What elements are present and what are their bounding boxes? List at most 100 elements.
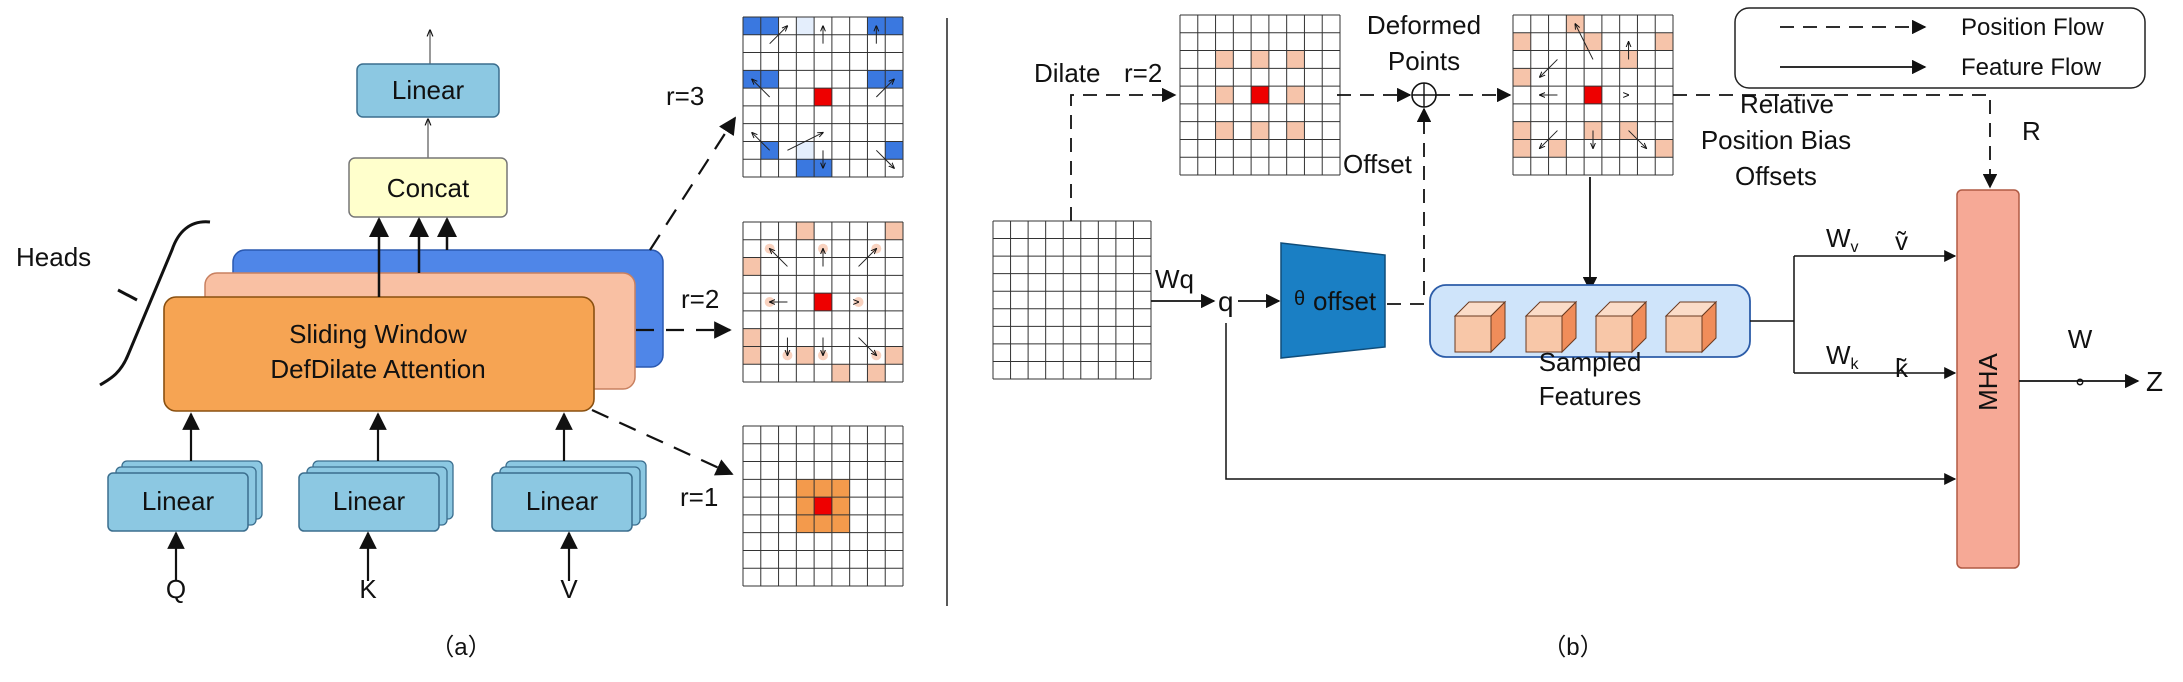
mha-label: MHA — [1973, 352, 2003, 410]
relpos-line2: Position Bias — [1701, 125, 1851, 155]
linear-v-stack — [491, 460, 647, 532]
grid-r1 — [742, 425, 904, 587]
v-tilde-label: ṽ — [1895, 226, 1908, 256]
offset-arrow — [769, 26, 788, 45]
r3-label: r=3 — [666, 81, 704, 111]
grid-cell — [1215, 50, 1234, 69]
attention-label-line1: Sliding Window — [289, 319, 467, 349]
grid-cell — [1619, 50, 1638, 69]
panel-a: Linear Concat Sliding Window DefDilate A… — [16, 16, 904, 661]
grid-cell — [885, 141, 903, 160]
grid-cell — [1655, 32, 1673, 51]
offset-network — [1280, 242, 1386, 359]
grid-cell — [796, 159, 815, 177]
grid-cell — [814, 88, 832, 106]
wk-label: Wk — [1826, 340, 1860, 373]
theta-label: θ — [1294, 288, 1305, 310]
linear-k-label: Linear — [333, 486, 406, 516]
cube-side — [1561, 300, 1577, 354]
cube-side — [1701, 300, 1717, 354]
offset-arrow — [1575, 24, 1594, 60]
attention-label-line2: DefDilate Attention — [270, 354, 485, 384]
grid-cell — [1251, 121, 1269, 140]
legend-feature-label: Feature Flow — [1961, 54, 2102, 81]
input-q-label: Q — [166, 574, 186, 604]
grid-cell — [1513, 32, 1531, 51]
grid-cell — [1548, 139, 1567, 158]
grid-cell — [831, 479, 850, 498]
grid-cell — [1286, 121, 1305, 140]
legend-position-label: Position Flow — [1961, 14, 2104, 41]
cube-front — [1454, 315, 1492, 353]
concat-label: Concat — [387, 173, 470, 203]
input-to-dilate-dashed-arrow — [1070, 87, 1177, 221]
grid-cell — [760, 17, 779, 35]
k-tilde-label: k̃ — [1895, 353, 1909, 383]
grid-cell — [814, 497, 832, 515]
r1-label: r=1 — [680, 482, 718, 512]
wv-label: Wv — [1826, 223, 1859, 256]
deformed-grid — [1512, 14, 1674, 176]
grid-cell — [796, 222, 815, 240]
grid-cell — [1584, 86, 1602, 104]
grid-cell — [867, 70, 886, 89]
offset-to-sum-dashed-arrow — [1387, 107, 1432, 305]
grid-cell — [885, 17, 903, 35]
caption-b: （b） — [1542, 634, 1603, 661]
grid-cell — [743, 328, 761, 347]
offset-arrow — [1540, 130, 1558, 149]
deformed-points-line2: Points — [1388, 46, 1460, 76]
grid-cell — [814, 514, 832, 533]
offset-arrow — [1540, 59, 1558, 77]
grid-cell — [796, 346, 815, 365]
offset-arrow — [770, 249, 788, 267]
grid-cell — [814, 293, 832, 311]
grid-cell — [1286, 50, 1305, 69]
cube-side — [1631, 300, 1647, 354]
relpos-to-mha-dashed-arrow — [1673, 94, 1998, 189]
grid-cell — [760, 70, 779, 89]
legend-box — [1734, 7, 2146, 89]
dilate-grid — [1179, 14, 1341, 176]
grid-cell — [1251, 86, 1269, 104]
linear-q-stack — [107, 460, 263, 532]
mha-box — [1956, 189, 2020, 569]
grid-cell — [831, 497, 850, 515]
grid-cell — [743, 257, 761, 276]
grid-cell — [885, 346, 903, 365]
top-linear-box — [356, 63, 500, 118]
offset-arrow — [752, 79, 771, 98]
sampled-line1: Sampled — [1539, 347, 1642, 377]
grid-r3 — [742, 16, 904, 178]
offset-arrow — [858, 249, 877, 267]
linear-q-label: Linear — [142, 486, 215, 516]
offset-arrow — [858, 337, 877, 356]
dilate-label: Dilate — [1034, 58, 1100, 88]
offset-arrow — [875, 79, 894, 98]
dilate-r2-label: r=2 — [1124, 58, 1162, 88]
relpos-line1: Relative — [1740, 89, 1834, 119]
top-linear-label: Linear — [392, 75, 465, 105]
grid-cell — [831, 514, 850, 533]
offset-arrow — [1628, 130, 1647, 149]
wq-label: Wq — [1155, 264, 1194, 294]
cube-side — [1490, 300, 1506, 354]
offset-arrow — [875, 149, 894, 168]
grid-cell — [1584, 32, 1602, 51]
linear-v-label: Linear — [526, 486, 599, 516]
grid-cell — [1655, 139, 1673, 158]
grid-cell — [743, 346, 761, 365]
r2-label: r=2 — [681, 284, 719, 314]
grid-cell — [1215, 121, 1234, 140]
heads-brace-tick — [117, 288, 138, 302]
grid-cell — [867, 364, 886, 382]
grid-cell — [831, 364, 850, 382]
input-k-label: K — [359, 574, 377, 604]
grid-cell — [796, 514, 815, 533]
grid-cell — [796, 497, 815, 515]
sampled-line2: Features — [1539, 381, 1642, 411]
sample-point — [853, 297, 864, 307]
grid-cell — [743, 17, 761, 35]
offset-arrow — [752, 133, 771, 151]
